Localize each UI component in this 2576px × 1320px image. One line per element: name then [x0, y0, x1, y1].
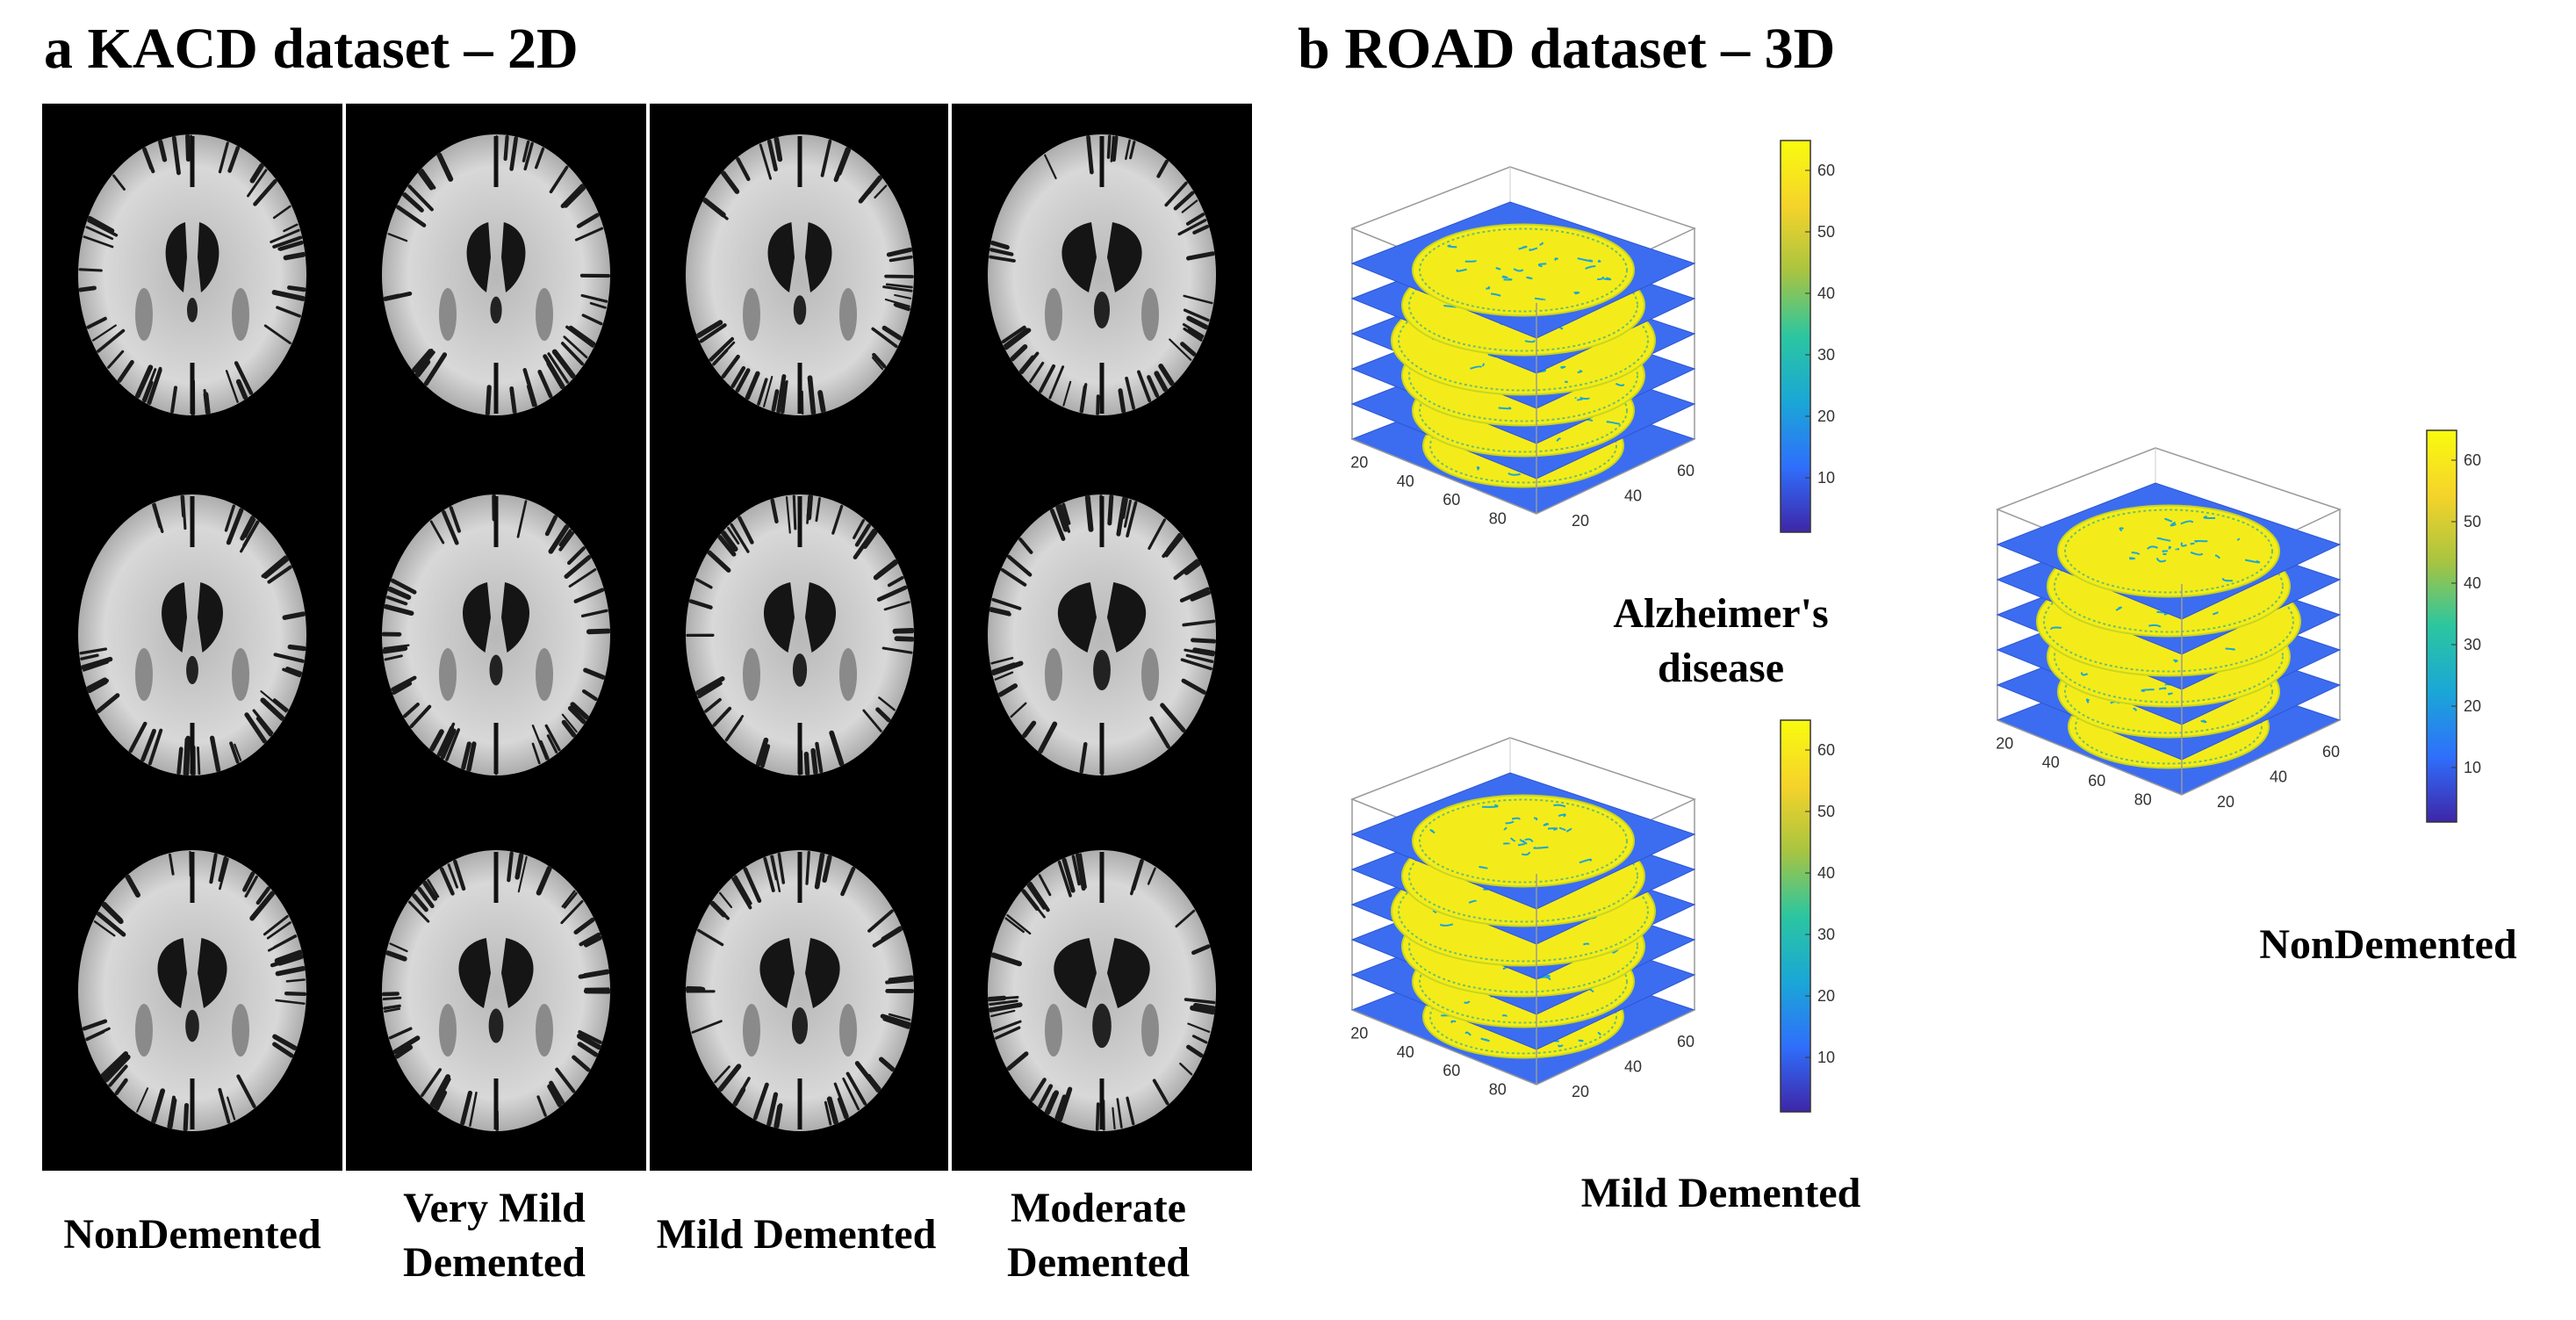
brain-slice-image: [979, 841, 1225, 1144]
x-tick-label: 80: [1489, 1080, 1507, 1098]
mri-column-nondemented: [42, 104, 342, 1171]
x-tick-label: 60: [1443, 1062, 1460, 1079]
colorbar-tick-label: 30: [2464, 636, 2481, 653]
brain-slice-image: [373, 486, 619, 789]
y-tick-label: 60: [2322, 743, 2340, 761]
brain-slice-image: [979, 126, 1225, 429]
y-tick-label: 40: [1624, 1058, 1642, 1076]
colorbar-nondemented: 60 50 40 30 20 10: [2426, 429, 2481, 823]
panel-a-title: a KACD dataset – 2D: [44, 17, 579, 81]
x-tick-label: 20: [1996, 735, 2013, 753]
brain-slice-image: [677, 486, 923, 789]
y-tick-label: 60: [1677, 462, 1695, 480]
colorbar-tick-label: 40: [1817, 285, 1835, 302]
colorbar-tick-label: 50: [1817, 803, 1835, 820]
colorbar-tick-label: 30: [1817, 926, 1835, 943]
column-divider: [948, 104, 952, 1171]
colorbar-tick-label: 20: [1817, 987, 1835, 1005]
brain-slice-image: [677, 126, 923, 429]
colorbar-tick-label: 40: [2464, 574, 2481, 592]
plot3d-alzheimers-disease: 20 40 60 80 20 40 60: [1349, 166, 1697, 530]
colorbar-tick-label: 50: [1817, 223, 1835, 241]
colorbar-tick-label: 20: [2464, 697, 2481, 715]
x-tick-label: 80: [2134, 790, 2152, 808]
mri-column-very-mild-demented: [346, 104, 646, 1171]
x-tick-label: 60: [1443, 491, 1460, 509]
y-tick-label: 20: [1572, 512, 1589, 530]
label-nondemented: NonDemented: [63, 1211, 321, 1258]
y-tick-label: 60: [1677, 1033, 1695, 1050]
colorbar-tick-label: 50: [2464, 513, 2481, 530]
mri-slice-grid: [42, 104, 1252, 1171]
colorbar-alzheimers-disease: 60 50 40 30 20 10: [1780, 140, 1835, 533]
x-tick-label: 40: [2042, 754, 2060, 771]
brain-slice-image: [979, 486, 1225, 789]
y-tick-label: 20: [2217, 793, 2234, 811]
colorbar-tick-label: 10: [1817, 469, 1835, 487]
colorbar-tick-label: 60: [1817, 741, 1835, 759]
label-moderate-demented: Moderate Demented: [1007, 1185, 1190, 1287]
x-tick-label: 60: [2088, 772, 2105, 790]
brain-slice-image: [373, 126, 619, 429]
x-tick-label: 20: [1350, 1025, 1368, 1042]
colorbar-mild-demented: 60 50 40 30 20 10: [1780, 719, 1835, 1113]
colorbar-tick-label: 60: [1817, 162, 1835, 179]
plot3d-mild-demented: 20 40 60 80 20 40 60: [1349, 737, 1697, 1100]
x-tick-label: 20: [1350, 454, 1368, 472]
colorbar-tick-label: 60: [2464, 451, 2481, 469]
label-very-mild-demented: Very Mild Demented: [403, 1185, 586, 1287]
brain-slice-image: [69, 486, 315, 789]
colorbar-tick-label: 40: [1817, 864, 1835, 882]
x-tick-label: 40: [1397, 1043, 1414, 1061]
x-tick-label: 40: [1397, 472, 1414, 490]
plot3d-nondemented: 20 40 60 80 20 40 60: [1995, 447, 2342, 811]
column-divider: [646, 104, 650, 1171]
y-tick-label: 40: [1624, 487, 1642, 505]
mri-column-moderate-demented: [952, 104, 1252, 1171]
colorbar-tick-label: 30: [1817, 346, 1835, 364]
label-mild-demented: Mild Demented: [656, 1211, 937, 1258]
column-divider: [342, 104, 346, 1171]
panel-b-title: b ROAD dataset – 3D: [1298, 17, 1836, 81]
brain-slice-image: [677, 841, 923, 1144]
colorbar-tick-label: 20: [1817, 408, 1835, 425]
y-tick-label: 20: [1572, 1083, 1589, 1100]
y-tick-label: 40: [2270, 768, 2287, 786]
colorbar-tick-label: 10: [2464, 759, 2481, 776]
label-nondemented-3d: NonDemented: [2259, 921, 2517, 968]
x-tick-label: 80: [1489, 509, 1507, 527]
brain-slice-image: [373, 841, 619, 1144]
mri-column-mild-demented: [650, 104, 950, 1171]
label-mild-demented-3d: Mild Demented: [1580, 1170, 1861, 1216]
label-alzheimers-disease: Alzheimer's disease: [1613, 590, 1829, 692]
brain-slice-image: [69, 841, 315, 1144]
brain-slice-image: [69, 126, 315, 429]
colorbar-tick-label: 10: [1817, 1049, 1835, 1066]
